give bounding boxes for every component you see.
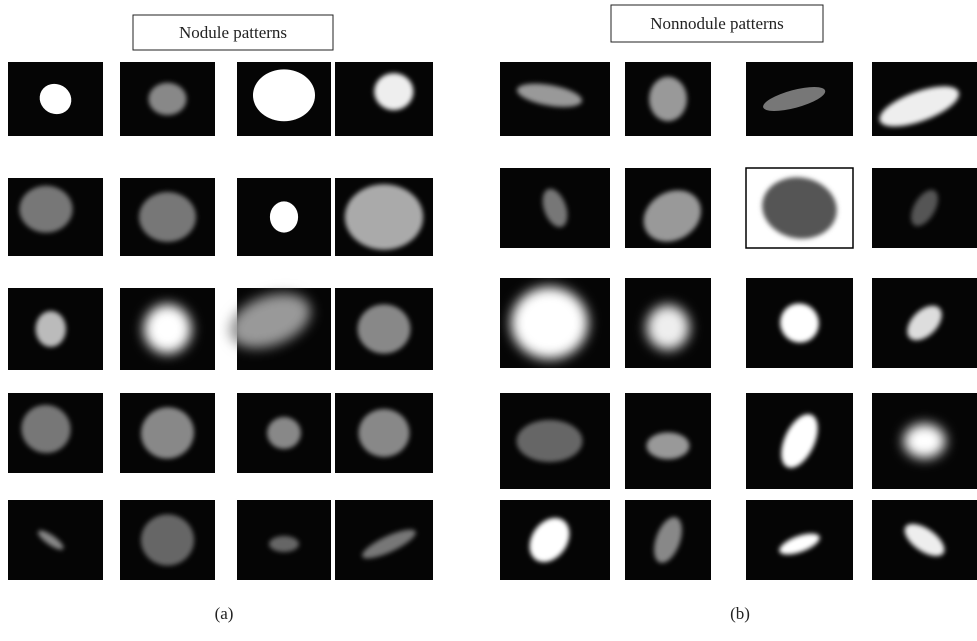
panel-title: Nodule patterns [179,23,287,42]
panel-caption: (b) [730,604,750,623]
patch-grid [8,62,977,580]
patch-blob [253,69,315,121]
patch-blob [149,83,187,116]
panel-caption: (a) [215,604,234,623]
patch-blob [267,417,301,449]
panel-title: Nonnodule patterns [650,14,784,33]
figure: Nodule patterns (a) Nonnodule patterns (… [0,0,977,636]
patch-blob [359,409,410,457]
patch-blob [141,514,194,565]
patch-blob [374,73,413,110]
patch-blob [358,304,411,353]
patch-blob [139,192,196,242]
patch-blob [345,184,423,250]
patch-blob [647,432,690,459]
patch-blob [19,186,72,233]
patch-blob [647,305,690,350]
patch-blob [511,287,588,359]
patch-blob [269,536,299,552]
patch-blob [904,424,946,459]
patch-blob [36,311,66,347]
patch-blob [649,77,687,121]
patch-blob [517,420,583,462]
patch-blob [144,304,192,353]
patch-blob [270,201,298,232]
